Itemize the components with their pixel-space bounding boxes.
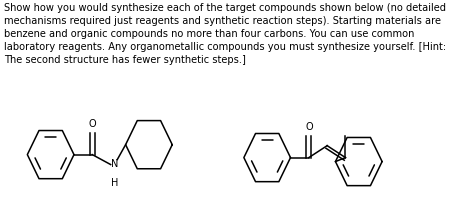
- Text: Show how you would synthesize each of the target compounds shown below (no detai: Show how you would synthesize each of th…: [4, 3, 446, 65]
- Text: O: O: [89, 119, 96, 129]
- Text: N: N: [111, 159, 119, 168]
- Text: H: H: [111, 178, 119, 188]
- Text: O: O: [305, 122, 313, 132]
